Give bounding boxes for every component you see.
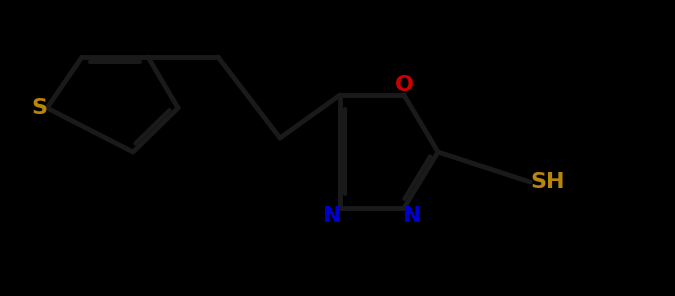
Text: N: N [403, 206, 421, 226]
Text: SH: SH [531, 172, 565, 192]
Text: N: N [323, 206, 342, 226]
Text: S: S [31, 98, 47, 118]
Text: O: O [394, 75, 414, 95]
